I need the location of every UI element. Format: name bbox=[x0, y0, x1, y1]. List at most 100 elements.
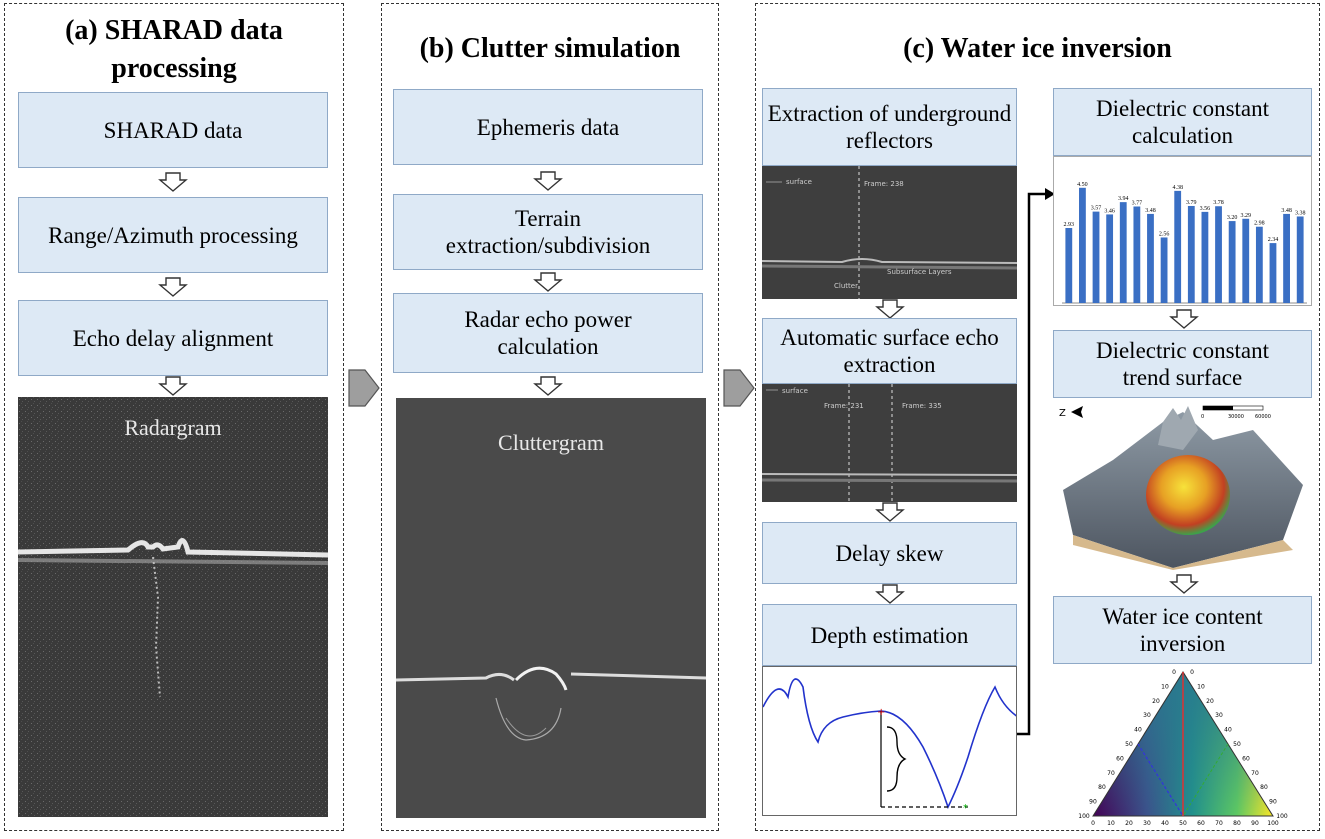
step-ephemeris: Ephemeris data bbox=[393, 89, 703, 165]
radargram-reflectors-image: surface Frame: 238 Subsurface Layers Clu… bbox=[762, 166, 1017, 299]
down-arrow-icon bbox=[875, 502, 905, 522]
down-arrow-icon bbox=[1169, 309, 1199, 329]
ternary-right-tick: 50 bbox=[1233, 741, 1241, 748]
dielectric-bar-chart: 2.93 4.50 3.57 3.46 3.94 3.77 3.48 2.56 4.38 3.79… bbox=[1053, 156, 1312, 306]
ternary-bottom-tick: 40 bbox=[1161, 820, 1169, 827]
bar-value-label: 3.20 bbox=[1227, 215, 1238, 221]
ternary-right-tick: 100 bbox=[1276, 813, 1288, 820]
bar bbox=[1106, 214, 1114, 303]
scale-label-0: 0 bbox=[1201, 414, 1204, 420]
surface-legend-label: surface bbox=[786, 178, 812, 186]
svg-text:+: + bbox=[877, 707, 885, 718]
bar bbox=[1092, 211, 1100, 303]
svg-text:*: * bbox=[963, 803, 968, 814]
ternary-bottom-tick: 20 bbox=[1125, 820, 1133, 827]
bar bbox=[1147, 213, 1154, 303]
bar bbox=[1065, 227, 1073, 303]
ternary-bottom-tick: 60 bbox=[1197, 820, 1205, 827]
down-arrow-icon bbox=[158, 376, 188, 396]
panel-a-title-line1: (a) SHARAD data bbox=[65, 15, 283, 46]
ternary-right-tick: 10 bbox=[1197, 683, 1205, 690]
ternary-diagram: 0 100 0 10 90 10 20 80 20 30 70 30 40 60 40 50 50 50 60 40 6… bbox=[1053, 664, 1312, 829]
connector-arrow bbox=[1017, 188, 1055, 736]
bar bbox=[1296, 216, 1304, 303]
ternary-left-tick: 60 bbox=[1116, 755, 1124, 762]
bar-value-label: 2.98 bbox=[1254, 221, 1265, 227]
bar bbox=[1201, 211, 1209, 303]
down-arrow-icon bbox=[875, 299, 905, 319]
compass-label: Z bbox=[1059, 408, 1066, 419]
ternary-bottom-tick: 30 bbox=[1143, 820, 1151, 827]
step-sharad-data: SHARAD data bbox=[18, 92, 328, 168]
bar-value-label: 3.38 bbox=[1295, 210, 1306, 216]
ternary-left-tick: 40 bbox=[1134, 727, 1142, 734]
ternary-left-tick: 50 bbox=[1125, 741, 1133, 748]
panel-clutter-simulation: (b) Clutter simulation Ephemeris data Te… bbox=[381, 3, 719, 831]
bar bbox=[1119, 202, 1127, 303]
bar-value-label: 3.29 bbox=[1241, 213, 1252, 219]
bar-value-label: 3.77 bbox=[1132, 200, 1143, 206]
ternary-bottom-tick: 90 bbox=[1251, 820, 1259, 827]
frame-label: Frame: 238 bbox=[864, 180, 904, 188]
down-arrow-icon bbox=[875, 584, 905, 604]
down-arrow-icon bbox=[533, 272, 563, 292]
ternary-bottom-tick: 0 bbox=[1091, 820, 1095, 827]
north-arrow-icon bbox=[1071, 406, 1083, 418]
bar bbox=[1242, 218, 1250, 303]
depth-profile-plot: + * bbox=[762, 666, 1017, 816]
bar bbox=[1187, 205, 1195, 303]
down-arrow-icon bbox=[158, 277, 188, 297]
ternary-bottom-tick: 70 bbox=[1215, 820, 1223, 827]
bar-value-label: 2.56 bbox=[1159, 231, 1170, 237]
ternary-bottom-tick: 100 bbox=[1267, 820, 1279, 827]
bar-value-label: 2.93 bbox=[1064, 222, 1075, 228]
bar-value-label: 3.46 bbox=[1104, 208, 1115, 214]
bar-value-label: 3.56 bbox=[1200, 206, 1211, 212]
right-chevron-icon bbox=[723, 369, 755, 407]
ternary-bottom-tick: 80 bbox=[1233, 820, 1241, 827]
radargram-label: Radargram bbox=[124, 415, 222, 440]
ternary-left-tick: 30 bbox=[1143, 712, 1151, 719]
bar bbox=[1269, 243, 1277, 303]
bar bbox=[1283, 213, 1290, 303]
bar-value-label: 3.79 bbox=[1186, 200, 1197, 206]
step-delay-skew: Delay skew bbox=[762, 522, 1017, 584]
bar-value-label: 4.38 bbox=[1172, 185, 1183, 191]
bar-value-label: 3.78 bbox=[1213, 200, 1224, 206]
radargram-surface-image: surface Frame: 231 Frame: 335 bbox=[762, 384, 1017, 502]
bar bbox=[1215, 206, 1222, 303]
panel-sharad-processing: (a) SHARAD data processing SHARAD data R… bbox=[4, 3, 344, 831]
ternary-left-tick: 0 bbox=[1172, 669, 1176, 676]
surface-legend-label: surface bbox=[782, 387, 808, 395]
ternary-right-tick: 80 bbox=[1260, 784, 1268, 791]
clutter-label: Clutter bbox=[834, 282, 858, 290]
frame-label-2: Frame: 335 bbox=[902, 402, 942, 410]
step-depth-estimation: Depth estimation bbox=[762, 604, 1017, 666]
down-arrow-icon bbox=[533, 171, 563, 191]
ternary-right-tick: 40 bbox=[1224, 727, 1232, 734]
down-arrow-icon bbox=[158, 172, 188, 192]
trend-surface-3d-image: Z 0 30000 60000 bbox=[1053, 400, 1312, 570]
radargram-image: Radargram bbox=[18, 397, 328, 817]
right-chevron-icon bbox=[348, 369, 380, 407]
step-echo-delay: Echo delay alignment bbox=[18, 300, 328, 376]
frame-label-1: Frame: 231 bbox=[824, 402, 864, 410]
bar bbox=[1133, 206, 1141, 303]
ternary-bottom-tick: 50 bbox=[1179, 820, 1187, 827]
bar-value-label: 4.50 bbox=[1077, 182, 1088, 188]
bar-value-label: 3.94 bbox=[1118, 196, 1129, 202]
ternary-left-tick: 80 bbox=[1098, 784, 1106, 791]
ternary-left-tick: 90 bbox=[1089, 799, 1097, 806]
bar-value-label: 2.34 bbox=[1268, 237, 1279, 243]
ternary-left-tick: 100 bbox=[1078, 813, 1090, 820]
step-radar-echo: Radar echo power calculation bbox=[393, 293, 703, 373]
cluttergram-label: Cluttergram bbox=[498, 430, 604, 455]
panel-a-title-line2: processing bbox=[111, 53, 237, 84]
subsurface-label: Subsurface Layers bbox=[887, 268, 952, 276]
step-surface-echo: Automatic surface echo extraction bbox=[762, 318, 1017, 384]
step-water-ice-content: Water ice content inversion bbox=[1053, 596, 1312, 664]
bar bbox=[1255, 226, 1263, 303]
ternary-right-tick: 60 bbox=[1242, 755, 1250, 762]
step-terrain: Terrain extraction/subdivision bbox=[393, 194, 703, 270]
step-extraction-reflectors: Extraction of underground reflectors bbox=[762, 88, 1017, 166]
